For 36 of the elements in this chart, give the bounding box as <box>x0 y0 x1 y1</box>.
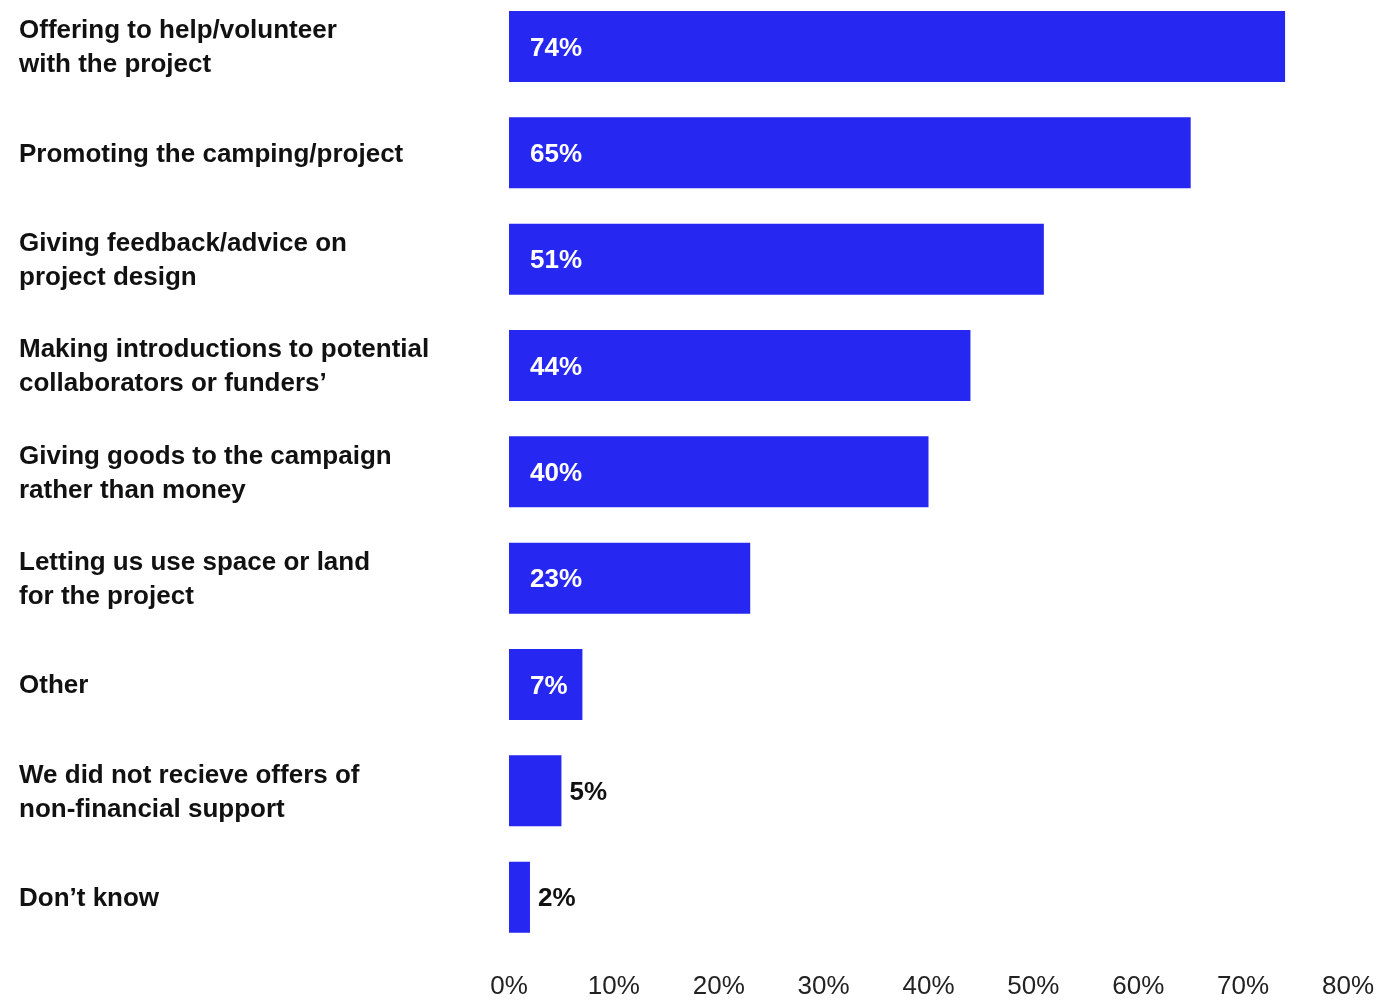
bar <box>509 542 751 614</box>
data-label: 44% <box>530 350 583 381</box>
data-label: 40% <box>530 456 583 487</box>
y-tick-label: Offering to help/volunteer with the project <box>18 14 337 79</box>
bar <box>509 755 562 827</box>
x-tick-label: 80% <box>1321 970 1375 1001</box>
x-tick-label: 60% <box>1112 970 1165 1001</box>
y-tick-label: Other <box>19 669 89 700</box>
y-tick-label: Making introductions to potential collaborators or funders’ <box>19 333 430 398</box>
x-tick-label: 50% <box>1007 970 1060 1001</box>
y-tick-label: Giving goods to the campaign rather than money <box>19 439 392 504</box>
x-tick-label: 70% <box>1217 970 1270 1001</box>
data-label: 23% <box>530 563 583 594</box>
bar <box>509 117 1191 189</box>
x-tick-label: 20% <box>692 970 745 1001</box>
data-label: 5% <box>569 775 608 806</box>
bar <box>509 330 971 401</box>
bar <box>509 649 583 720</box>
y-tick-label: Don’t know <box>19 881 160 912</box>
y-tick-label: We did not recieve offers of non-financial support <box>19 758 360 823</box>
data-label: 2% <box>537 882 576 913</box>
bar <box>509 436 929 508</box>
y-tick-label: Promoting the camping/project <box>19 137 404 168</box>
y-tick-label: Letting us use space or land for the project <box>19 545 371 610</box>
bar <box>509 223 1044 295</box>
data-label: 51% <box>530 244 583 275</box>
x-tick-label: 40% <box>902 970 955 1001</box>
x-tick-label: 30% <box>797 970 850 1001</box>
x-tick-label: 10% <box>587 970 640 1001</box>
y-tick-label: Giving feedback/advice on project design <box>19 226 347 291</box>
x-tick-label: 0% <box>490 970 528 1001</box>
data-label: 74% <box>530 31 583 62</box>
bar <box>509 861 530 933</box>
data-label: 7% <box>530 669 568 700</box>
data-label: 65% <box>530 137 583 168</box>
bar <box>509 11 1286 82</box>
